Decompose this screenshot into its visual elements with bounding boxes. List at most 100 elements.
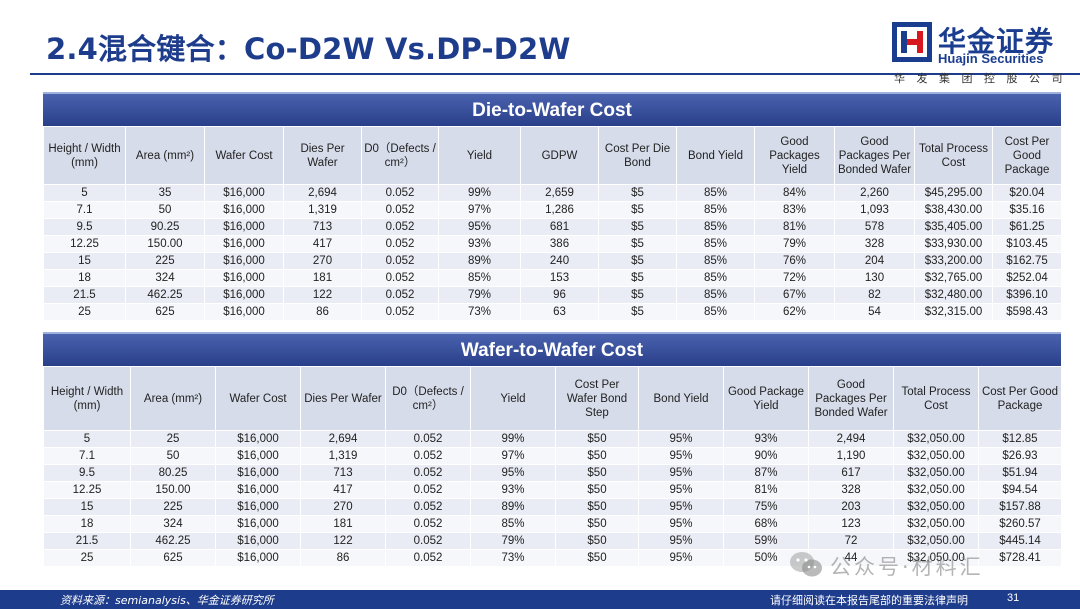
table-cell: $5 <box>598 235 677 253</box>
table-cell: 85% <box>438 269 521 287</box>
table-row: 18 324 $16,000 181 0.052 85% $50 95% 68% 123 $32,0… <box>43 515 1062 533</box>
table-cell: 80.25 <box>130 464 216 482</box>
source-note: 资料来源：semianalysis、华金证券研究所 <box>60 594 274 607</box>
table-cell: $61.25 <box>992 218 1062 236</box>
table-cell: 44 <box>808 549 894 567</box>
table-cell: 18 <box>43 515 131 533</box>
wafer-to-wafer-table: Wafer-to-Wafer Cost Height / Width (mm) A… <box>43 332 1062 567</box>
table-cell: $26.93 <box>978 447 1062 465</box>
table-cell: 0.052 <box>385 481 471 499</box>
table-row: 25 625 $16,000 86 0.052 73% $50 95% 50% 44 $32,050… <box>43 549 1062 567</box>
column-header: Wafer Cost <box>204 126 284 185</box>
column-header: Bond Yield <box>638 366 724 431</box>
table-cell: $16,000 <box>204 235 284 253</box>
table-cell: 90.25 <box>125 218 205 236</box>
table-cell: 67% <box>754 286 835 304</box>
table-cell: 35 <box>125 184 205 202</box>
table-cell: 123 <box>808 515 894 533</box>
table-cell: 84% <box>754 184 835 202</box>
table-cell: 95% <box>470 464 556 482</box>
column-header: Bond Yield <box>676 126 755 185</box>
huajin-logo-icon <box>892 22 932 62</box>
table-cell: 7.1 <box>43 447 131 465</box>
table-cell: 54 <box>834 303 915 321</box>
table-cell: $32,050.00 <box>893 430 979 448</box>
table-cell: $16,000 <box>215 430 301 448</box>
table-cell: 0.052 <box>385 549 471 567</box>
column-header: Cost Per Die Bond <box>598 126 677 185</box>
table-cell: 85% <box>470 515 556 533</box>
column-header: Total Process Cost <box>893 366 979 431</box>
table-cell: $33,930.00 <box>914 235 993 253</box>
table-cell: $35.16 <box>992 201 1062 219</box>
table-row: 7.1 50 $16,000 1,319 0.052 97% 1,286 $5 85% 83% 1,… <box>43 201 1062 219</box>
table-cell: 0.052 <box>361 201 439 219</box>
column-header: Good Packages Per Bonded Wafer <box>834 126 915 185</box>
table-cell: 79% <box>754 235 835 253</box>
table-cell: $598.43 <box>992 303 1062 321</box>
table-cell: 25 <box>43 303 126 321</box>
table-cell: 1,286 <box>520 201 599 219</box>
table-cell: 1,093 <box>834 201 915 219</box>
page-number: 31 <box>1007 592 1020 604</box>
table-cell: 225 <box>125 252 205 270</box>
table-cell: 95% <box>438 218 521 236</box>
table-cell: $16,000 <box>204 201 284 219</box>
table-cell: $16,000 <box>215 464 301 482</box>
table-cell: $12.85 <box>978 430 1062 448</box>
logo-english-name: Huajin Securities <box>938 51 1044 66</box>
table-cell: $260.57 <box>978 515 1062 533</box>
table-row: 9.5 80.25 $16,000 713 0.052 95% $50 95% 87% 617 $3… <box>43 464 1062 482</box>
table-cell: 462.25 <box>125 286 205 304</box>
slide-title: 2.4混合键合：Co-D2W Vs.DP-D2W <box>46 32 571 66</box>
table-cell: 0.052 <box>361 235 439 253</box>
table-cell: $45,295.00 <box>914 184 993 202</box>
table-cell: $32,480.00 <box>914 286 993 304</box>
table-cell: 0.052 <box>385 515 471 533</box>
table-cell: 122 <box>300 532 386 550</box>
table-cell: $16,000 <box>204 303 284 321</box>
table-row: 15 225 $16,000 270 0.052 89% 240 $5 85% 76% 204 $33… <box>43 252 1062 270</box>
table-cell: 63 <box>520 303 599 321</box>
table-cell: 12.25 <box>43 481 131 499</box>
table-cell: 85% <box>676 235 755 253</box>
title-divider <box>30 73 1080 75</box>
watermark: 公众号·材料汇 <box>788 548 1048 584</box>
table-cell: 83% <box>754 201 835 219</box>
table-cell: 68% <box>723 515 809 533</box>
table-cell: 72% <box>754 269 835 287</box>
table-cell: 85% <box>676 252 755 270</box>
table-cell: $32,050.00 <box>893 515 979 533</box>
table-cell: 21.5 <box>43 532 131 550</box>
table-cell: $94.54 <box>978 481 1062 499</box>
table-row: 9.5 90.25 $16,000 713 0.052 95% 681 $5 85% 81% 578… <box>43 218 1062 236</box>
table-cell: 0.052 <box>385 464 471 482</box>
table-cell: 93% <box>438 235 521 253</box>
column-header: D0（Defects / cm²） <box>385 366 471 431</box>
table-cell: 95% <box>638 447 724 465</box>
table-cell: 9.5 <box>43 464 131 482</box>
table-cell: $50 <box>555 481 639 499</box>
table-row: 12.25 150.00 $16,000 417 0.052 93% 386 $5 85% 79%… <box>43 235 1062 253</box>
table-cell: 21.5 <box>43 286 126 304</box>
table-cell: 240 <box>520 252 599 270</box>
table-row: 12.25 150.00 $16,000 417 0.052 93% $50 95% 81% 32… <box>43 481 1062 499</box>
table-cell: $5 <box>598 286 677 304</box>
column-header: Cost Per Good Package <box>978 366 1062 431</box>
table-cell: 5 <box>43 430 131 448</box>
table-cell: 25 <box>130 430 216 448</box>
table-cell: 85% <box>676 286 755 304</box>
table-cell: 2,694 <box>283 184 362 202</box>
table-cell: $16,000 <box>204 184 284 202</box>
table-cell: $16,000 <box>204 252 284 270</box>
table-cell: $50 <box>555 464 639 482</box>
legal-disclaimer: 请仔细阅读在本报告尾部的重要法律声明 <box>770 594 968 607</box>
table-cell: 578 <box>834 218 915 236</box>
table-cell: 1,319 <box>283 201 362 219</box>
column-header: Cost Per Wafer Bond Step <box>555 366 639 431</box>
table-cell: 79% <box>470 532 556 550</box>
table-cell: 95% <box>638 430 724 448</box>
table-cell: $16,000 <box>215 549 301 567</box>
table-cell: $103.45 <box>992 235 1062 253</box>
table-cell: $16,000 <box>204 269 284 287</box>
